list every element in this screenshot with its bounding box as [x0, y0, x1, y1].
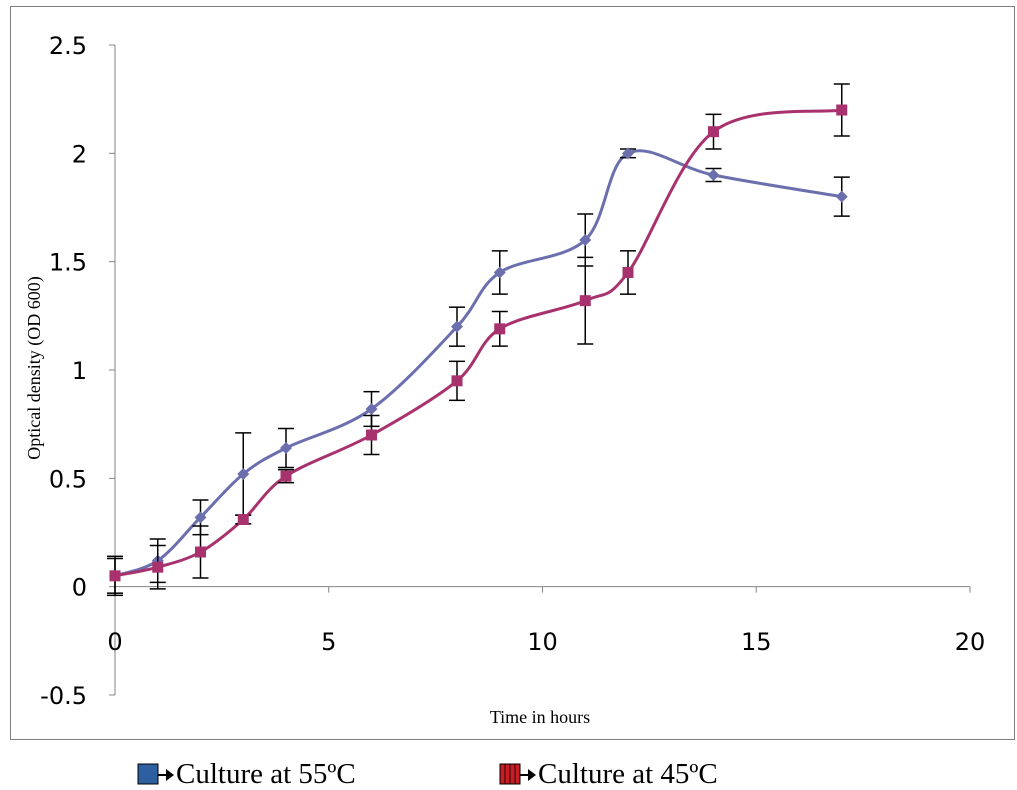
- legend-label: Culture at 45ºC: [538, 758, 718, 790]
- data-point: [237, 468, 250, 480]
- data-point: [109, 570, 121, 582]
- x-tick-label: 15: [741, 628, 772, 656]
- x-tick-label: 10: [527, 628, 558, 656]
- data-point: [194, 511, 207, 524]
- data-point: [493, 266, 506, 279]
- x-tick-label: 0: [107, 628, 122, 656]
- series-1: [107, 147, 850, 594]
- data-point: [152, 561, 164, 573]
- y-tick-label: -0.5: [40, 682, 87, 710]
- data-point: [237, 514, 249, 525]
- data-point: [622, 267, 634, 278]
- legend-swatch: [137, 763, 159, 785]
- y-tick-label: 2: [72, 140, 87, 168]
- data-point: [451, 375, 463, 387]
- data-point: [451, 320, 463, 333]
- y-axis-title: Optical density (OD 600): [24, 276, 45, 459]
- series-line: [114, 149, 842, 578]
- data-point: [280, 470, 292, 482]
- y-tick-label: 1: [72, 357, 87, 385]
- data-point: [195, 546, 206, 558]
- data-point: [835, 190, 848, 203]
- axes: -0.5 0 0.5 1 1.5 2 2.5 0 5 10 15 20: [40, 32, 985, 710]
- legend-label: Culture at 55ºC: [176, 758, 356, 790]
- legend-item-1: Culture at 55ºC: [137, 758, 356, 790]
- series-2: [107, 83, 850, 597]
- data-point: [708, 126, 719, 138]
- data-point: [579, 295, 591, 307]
- data-point: [836, 104, 848, 116]
- legend: Culture at 55ºC Culture at 45ºC: [137, 758, 718, 790]
- y-tick-label: 2.5: [49, 32, 87, 60]
- data-point: [365, 403, 378, 415]
- chart-area: [10, 6, 1015, 740]
- y-tick-label: 0: [72, 574, 87, 602]
- data-point: [579, 234, 592, 246]
- y-tick-label: 1.5: [49, 249, 87, 277]
- data-point: [707, 169, 720, 181]
- series-layer: [107, 83, 850, 597]
- data-point: [494, 323, 506, 335]
- y-tick-label: 0.5: [49, 465, 87, 493]
- legend-arrow-icon: [166, 769, 174, 781]
- data-point: [622, 147, 634, 160]
- x-tick-label: 20: [955, 628, 986, 656]
- x-tick-label: 5: [321, 628, 336, 656]
- legend-arrow-icon: [528, 769, 536, 781]
- x-axis-title: Time in hours: [490, 707, 590, 727]
- data-point: [280, 442, 292, 454]
- data-point: [366, 429, 377, 441]
- legend-item-2: Culture at 45ºC: [499, 758, 718, 790]
